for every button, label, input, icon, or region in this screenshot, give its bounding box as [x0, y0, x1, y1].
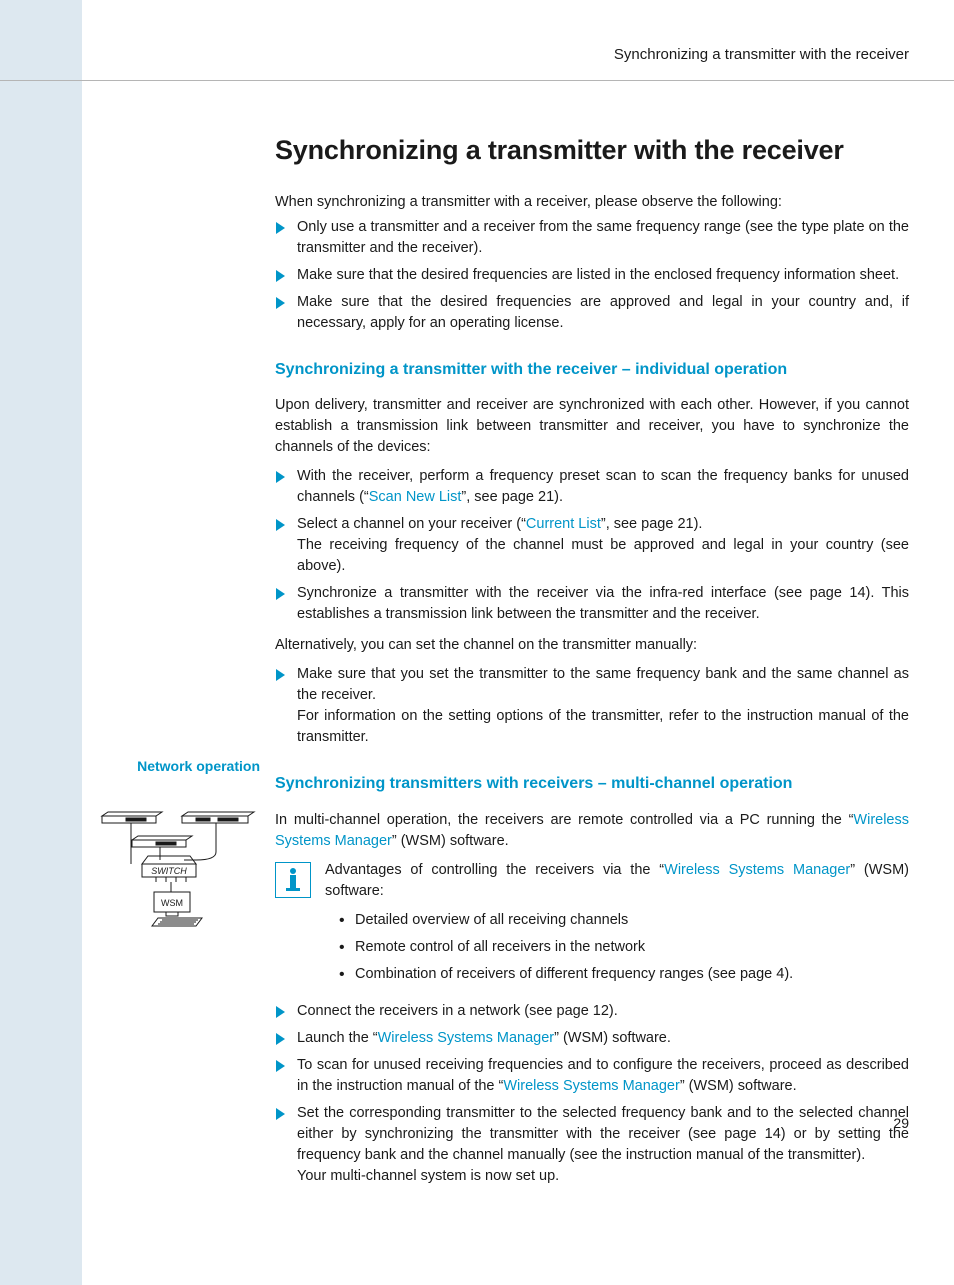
list-item: Make sure that the desired frequencies a… [275, 265, 909, 286]
list-item: To scan for unused receiving frequencies… [275, 1055, 909, 1097]
link-scan-new-list[interactable]: Scan New List [369, 489, 462, 505]
margin-label-network-operation: Network operation [90, 756, 260, 776]
link-wsm-3[interactable]: Wireless Systems Manager [378, 1030, 554, 1046]
diagram-wsm-label: WSM [161, 898, 183, 908]
info-icon [275, 862, 311, 898]
list-item: Make sure that the desired frequencies a… [275, 292, 909, 334]
section2-para1: In multi-channel operation, the receiver… [275, 810, 909, 852]
link-current-list[interactable]: Current List [526, 516, 601, 532]
list-item-continuation: The receiving frequency of the channel m… [297, 535, 909, 577]
list-item: Only use a transmitter and a receiver fr… [275, 217, 909, 259]
diagram-switch-label: SWITCH [151, 866, 187, 876]
section1-para1: Upon delivery, transmitter and receiver … [275, 395, 909, 458]
list-item: With the receiver, perform a frequency p… [275, 466, 909, 508]
list-item: Select a channel on your receiver (“Curr… [275, 514, 909, 577]
page-number: 29 [893, 1113, 909, 1133]
page-container: Synchronizing a transmitter with the rec… [0, 0, 954, 1187]
list-item: Remote control of all receivers in the n… [325, 937, 909, 958]
initial-bullets: Only use a transmitter and a receiver fr… [275, 217, 909, 334]
link-wsm-4[interactable]: Wireless Systems Manager [503, 1078, 679, 1094]
list-item: Detailed overview of all receiving chann… [325, 910, 909, 931]
list-item-continuation: Your multi-channel system is now set up. [297, 1166, 909, 1187]
main-content: Synchronizing a transmitter with the rec… [0, 131, 954, 1187]
network-diagram: SWITCH WSM [96, 808, 256, 945]
section1-bullets-a: With the receiver, perform a frequency p… [275, 466, 909, 625]
page-title: Synchronizing a transmitter with the rec… [275, 131, 909, 170]
section1-bullets-b: Make sure that you set the transmitter t… [275, 664, 909, 748]
section2-heading: Synchronizing transmitters with receiver… [275, 772, 909, 795]
running-header: Synchronizing a transmitter with the rec… [0, 44, 954, 81]
list-item-continuation: For information on the setting options o… [297, 706, 909, 748]
list-item: Launch the “Wireless Systems Manager” (W… [275, 1028, 909, 1049]
info-callout: Advantages of controlling the receivers … [275, 860, 909, 995]
intro-paragraph: When synchronizing a transmitter with a … [275, 192, 909, 213]
section1-para2: Alternatively, you can set the channel o… [275, 635, 909, 656]
list-item: Connect the receivers in a network (see … [275, 1001, 909, 1022]
info-bullets: Detailed overview of all receiving chann… [325, 910, 909, 985]
list-item: Combination of receivers of different fr… [325, 964, 909, 985]
section2-bullets: Connect the receivers in a network (see … [275, 1001, 909, 1187]
section1-heading: Synchronizing a transmitter with the rec… [275, 358, 909, 381]
list-item: Synchronize a transmitter with the recei… [275, 583, 909, 625]
list-item: Make sure that you set the transmitter t… [275, 664, 909, 748]
info-intro: Advantages of controlling the receivers … [325, 860, 909, 902]
list-item: Set the corresponding transmitter to the… [275, 1103, 909, 1187]
link-wsm-2[interactable]: Wireless Systems Manager [664, 862, 850, 878]
